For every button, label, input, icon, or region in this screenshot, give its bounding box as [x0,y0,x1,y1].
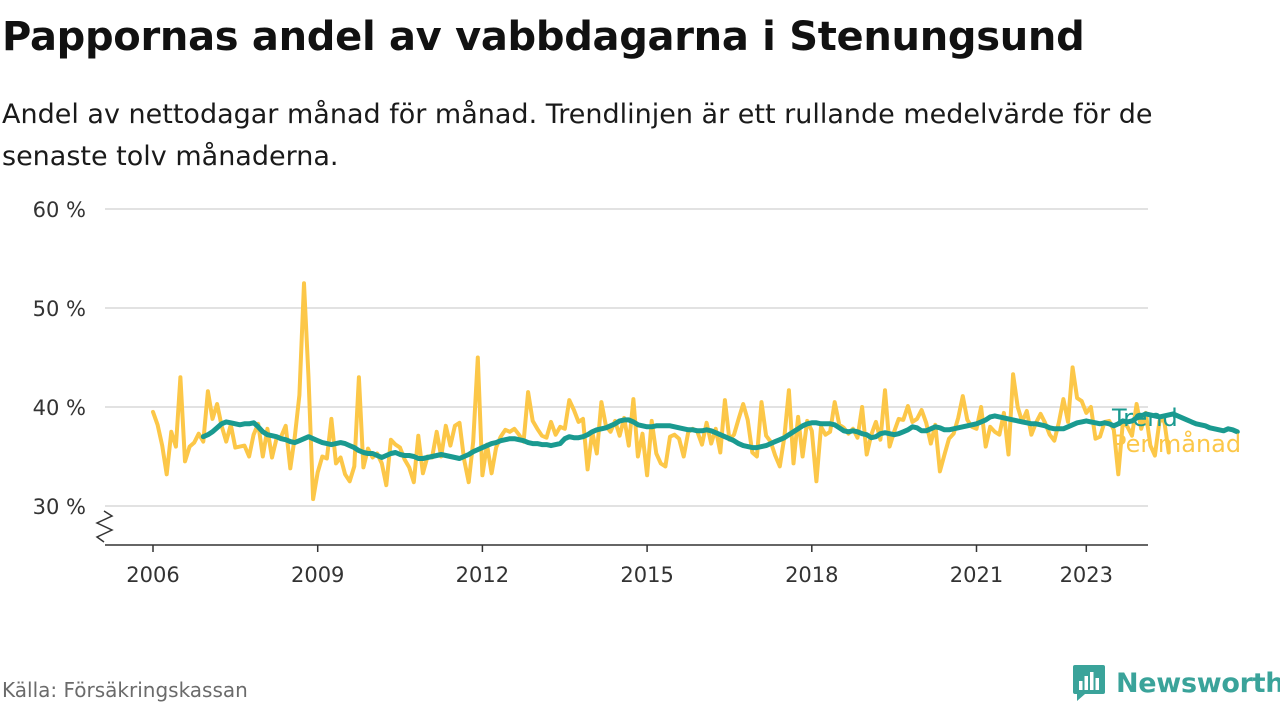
series-lines [151,281,1240,502]
x-tick-label: 2018 [785,563,838,587]
brand-logo: Newsworthy [1072,664,1280,702]
monthly-series-line [151,281,1171,502]
x-tick-label: 2023 [1060,563,1113,587]
x-tick-label: 2012 [456,563,509,587]
source-note: Källa: Försäkringskassan [2,678,248,702]
axis-break-mark [95,510,114,543]
brand-name: Newsworthy [1116,667,1280,699]
x-tick-labels: 2006 2009 2012 2015 2018 2021 2023 [126,563,1113,587]
x-tick-label: 2021 [950,563,1003,587]
monthly-series-label: Per månad [1112,429,1241,458]
y-tick-label: 30 % [33,495,86,519]
trend-series-line [200,411,1240,461]
bar-chart-logo-icon [1073,665,1105,701]
y-tick-label: 60 % [33,198,86,222]
x-tick-label: 2006 [126,563,179,587]
gridlines [105,208,1148,507]
x-tick-label: 2015 [620,563,673,587]
x-tick-label: 2009 [291,563,344,587]
y-tick-label: 40 % [33,396,86,420]
y-tick-labels: 30 % 40 % 50 % 60 % [33,198,86,519]
x-axis [95,510,1148,552]
page-title: Pappornas andel av vabbdagarna i Stenung… [2,14,1085,60]
page-subtitle: Andel av nettodagar månad för månad. Tre… [2,99,1153,172]
trend-series-label: Trend [1111,404,1178,432]
y-tick-label: 50 % [33,297,86,321]
